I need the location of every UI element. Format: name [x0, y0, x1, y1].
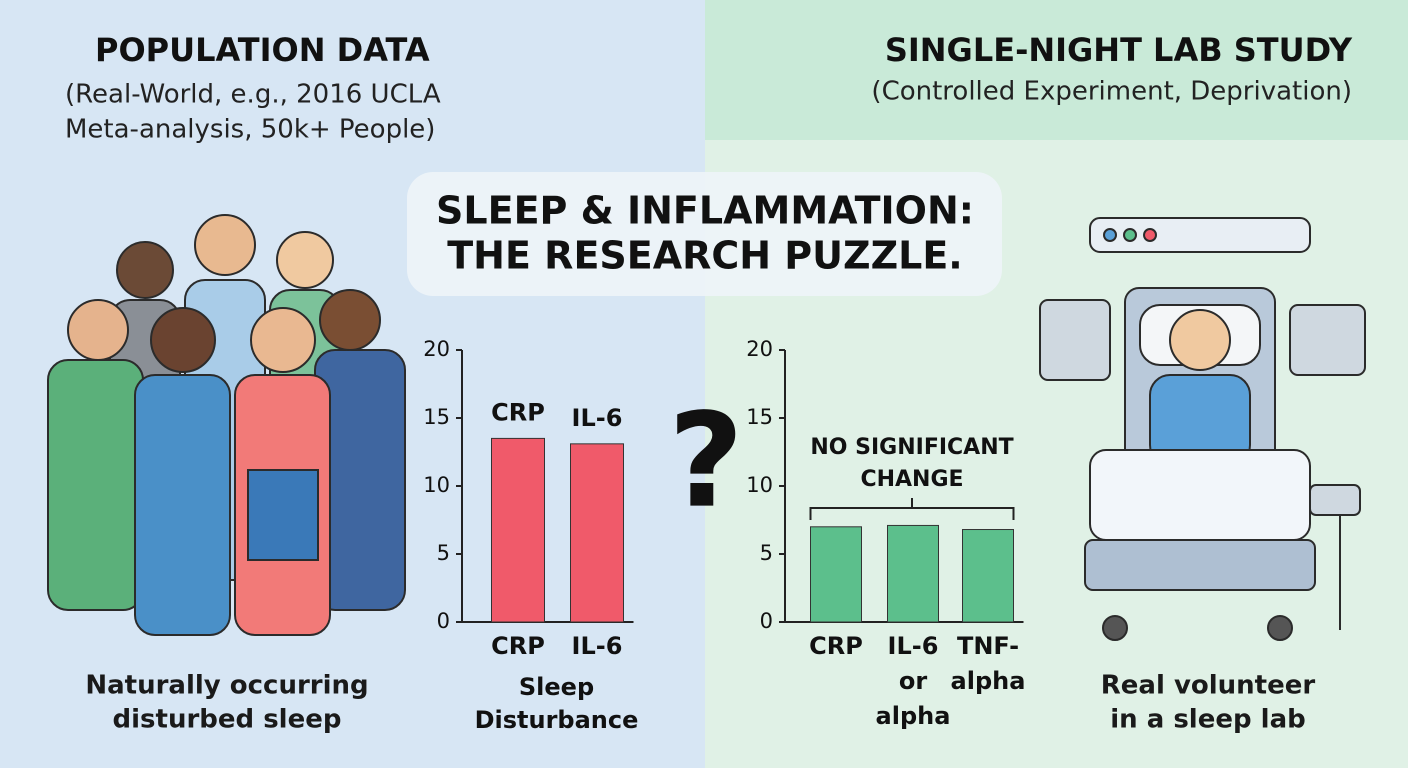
- left-subtitle: Meta-analysis, 50k+ People): [65, 115, 435, 145]
- left-caption: disturbed sleep: [113, 705, 342, 735]
- left-title: POPULATION DATA: [95, 31, 430, 69]
- bar: [491, 437, 545, 623]
- bar-label: IL-6: [572, 404, 623, 432]
- question-mark: ?: [668, 385, 743, 537]
- bar: [962, 529, 1014, 623]
- y-tick-label: 15: [423, 405, 450, 429]
- y-tick-label: 10: [746, 473, 773, 497]
- y-tick-label: 10: [423, 473, 450, 497]
- y-tick-label: 5: [760, 541, 773, 565]
- x-tick-label: IL-6: [572, 632, 623, 660]
- y-tick-label: 15: [746, 405, 773, 429]
- left-subtitle: (Real-World, e.g., 2016 UCLA: [65, 80, 441, 110]
- center-title-box: [407, 172, 1002, 296]
- bar: [810, 526, 862, 623]
- x-tick-label: CRP: [809, 632, 863, 660]
- right-subtitle: (Controlled Experiment, Deprivation): [871, 77, 1352, 107]
- x-axis-label: Disturbance: [475, 706, 639, 734]
- people-illustration: [47, 214, 406, 636]
- y-tick-label: 20: [746, 337, 773, 361]
- bar-label: CRP: [491, 398, 545, 426]
- bar: [570, 443, 624, 623]
- right-caption: in a sleep lab: [1110, 705, 1305, 735]
- x-tick-label: IL-6: [888, 632, 939, 660]
- y-tick-label: 20: [423, 337, 450, 361]
- y-tick-label: 5: [437, 541, 450, 565]
- right-header-band: [705, 0, 1408, 140]
- left-caption: Naturally occurring: [85, 671, 368, 701]
- y-tick-label: 0: [437, 609, 450, 633]
- x-tick-label: alpha: [876, 702, 951, 730]
- x-tick-label: TNF-: [957, 632, 1019, 660]
- y-tick-label: 0: [760, 609, 773, 633]
- x-tick-label: or: [899, 667, 927, 695]
- x-tick-label: CRP: [491, 632, 545, 660]
- annotation-bracket: [809, 498, 1015, 520]
- center-title: THE RESEARCH PUZZLE.: [447, 234, 962, 278]
- right-title: SINGLE-NIGHT LAB STUDY: [885, 31, 1353, 69]
- bar: [887, 524, 939, 623]
- annotation: NO SIGNIFICANT: [810, 435, 1013, 460]
- x-tick-label: alpha: [951, 667, 1026, 695]
- x-axis-label: Sleep: [519, 673, 594, 701]
- center-title: SLEEP & INFLAMMATION:: [436, 189, 974, 233]
- sleep-lab-illustration: [1039, 217, 1366, 641]
- annotation: CHANGE: [860, 467, 963, 492]
- right-caption: Real volunteer: [1101, 671, 1316, 701]
